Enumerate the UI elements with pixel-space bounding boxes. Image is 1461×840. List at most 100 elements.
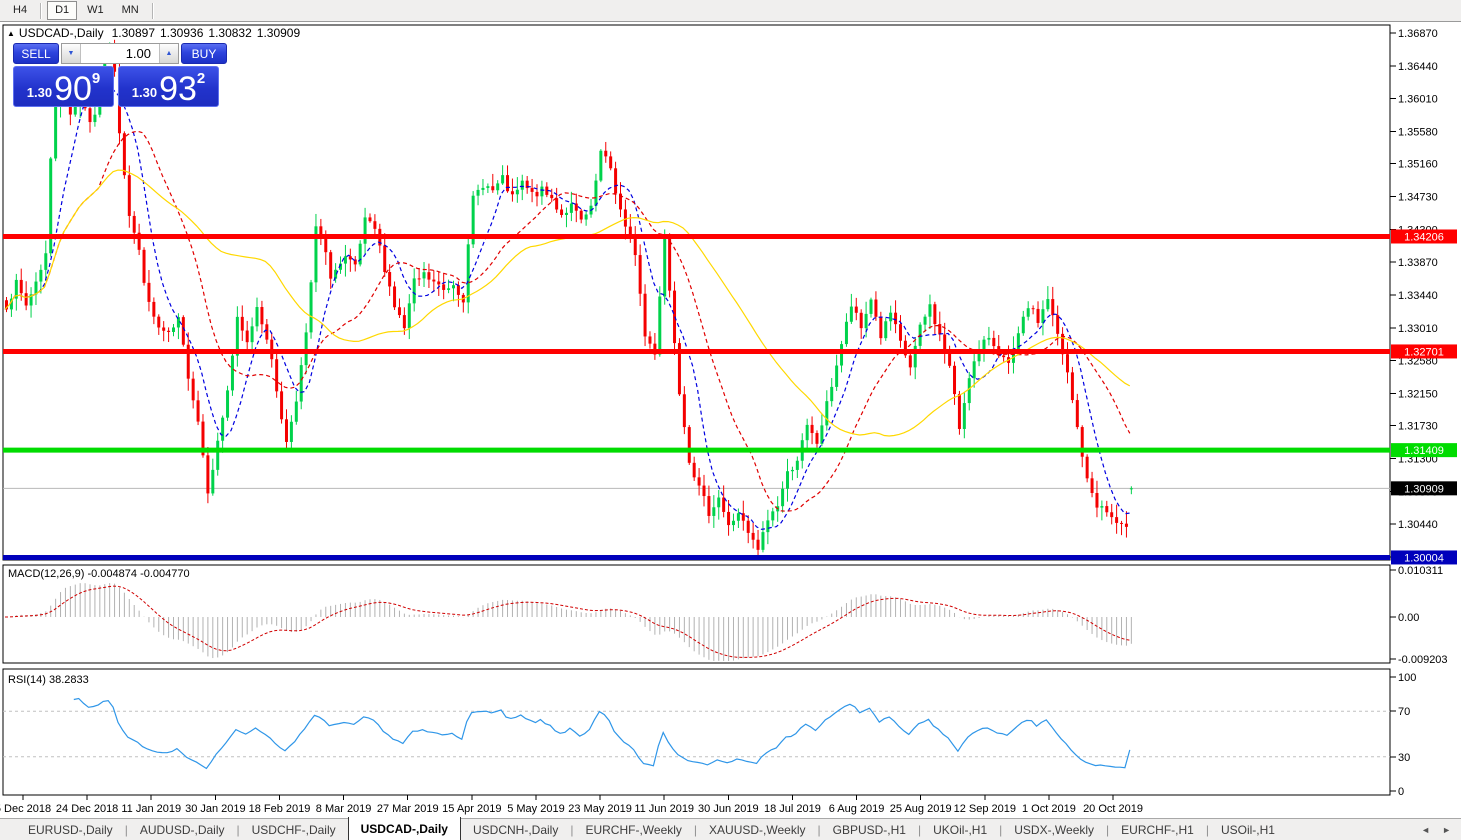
svg-text:1.33440: 1.33440 — [1398, 290, 1438, 302]
svg-text:-0.009203: -0.009203 — [1398, 654, 1448, 666]
symbol-period-label: USDCAD-,Daily — [18, 26, 104, 40]
svg-text:1.30909: 1.30909 — [1404, 483, 1444, 495]
sell-price-prefix: 1.30 — [26, 85, 53, 100]
chart-tab-bar: EURUSD-,Daily | AUDUSD-,Daily | USDCHF-,Dail… — [0, 816, 1461, 840]
tab-scroll-left-button[interactable]: ◄ — [1421, 824, 1431, 835]
svg-text:27 Mar 2019: 27 Mar 2019 — [377, 803, 439, 815]
svg-text:1.30440: 1.30440 — [1398, 519, 1438, 531]
macd-axis: 0.010311 0.00 -0.009203 — [1390, 565, 1448, 666]
svg-text:25 Aug 2019: 25 Aug 2019 — [890, 803, 952, 815]
horizontal-level-lines[interactable] — [3, 233, 1390, 560]
toolbar-separator — [40, 2, 43, 19]
sell-price-pip: 9 — [91, 70, 101, 87]
svg-text:30: 30 — [1398, 752, 1410, 764]
svg-text:1.34730: 1.34730 — [1398, 191, 1438, 203]
svg-text:1.32580: 1.32580 — [1398, 356, 1438, 368]
tab-scroll-arrows: ◄ ► — [1421, 825, 1451, 835]
chart-tab-usdcnh-daily[interactable]: USDCNH-,Daily — [472, 822, 559, 837]
svg-text:1.31409: 1.31409 — [1404, 445, 1444, 457]
svg-text:8 Mar 2019: 8 Mar 2019 — [316, 803, 372, 815]
chart-tab-eurchf-h1[interactable]: EURCHF-,H1 — [1121, 822, 1194, 837]
tab-separator: | — [817, 822, 821, 837]
svg-text:20 Oct 2019: 20 Oct 2019 — [1083, 803, 1143, 815]
svg-text:18 Feb 2019: 18 Feb 2019 — [249, 803, 311, 815]
macd-signal-line — [4, 585, 1130, 658]
tab-separator: | — [917, 822, 922, 837]
timeframe-toolbar: H4 D1 W1 MN — [0, 0, 1461, 22]
timeframe-button-w1[interactable]: W1 — [79, 1, 112, 20]
tab-separator: | — [570, 822, 574, 837]
chart-tab-gbpusd-h1[interactable]: GBPUSD-,H1 — [832, 822, 906, 837]
svg-text:1.32701: 1.32701 — [1404, 346, 1444, 358]
svg-text:30 Jun 2019: 30 Jun 2019 — [698, 803, 759, 815]
svg-text:1.36870: 1.36870 — [1398, 28, 1438, 40]
level-price-labels: 1.34206 1.32701 1.31409 1.30004 1.30909 — [1391, 229, 1457, 565]
svg-text:24 Dec 2018: 24 Dec 2018 — [56, 803, 118, 815]
svg-text:1.35580: 1.35580 — [1398, 127, 1438, 139]
tab-separator: | — [1205, 822, 1209, 837]
chart-tab-eurchf-weekly[interactable]: EURCHF-,Weekly — [585, 822, 682, 837]
rsi-line — [73, 697, 1131, 770]
chart-tab-ukoil-h1[interactable]: UKOil-,H1 — [933, 822, 988, 837]
rsi-indicator-label: RSI(14) 38.2833 — [8, 674, 89, 686]
svg-text:1.33870: 1.33870 — [1398, 257, 1438, 269]
tab-separator: | — [124, 822, 128, 837]
svg-text:18 Jul 2019: 18 Jul 2019 — [764, 803, 821, 815]
timeframe-button-h4[interactable]: H4 — [5, 1, 35, 20]
chart-tab-audusd-daily[interactable]: AUDUSD-,Daily — [139, 822, 225, 837]
sell-price-main: 90 — [54, 70, 92, 108]
macd-indicator-label: MACD(12,26,9) -0.004874 -0.004770 — [8, 568, 190, 580]
chart-tab-usdchf-daily[interactable]: USDCHF-,Daily — [251, 822, 336, 837]
collapse-triangle-icon[interactable]: ▲ — [7, 29, 15, 38]
svg-text:1.36010: 1.36010 — [1398, 94, 1438, 106]
chart-tab-usoil-h1[interactable]: USOil-,H1 — [1220, 822, 1275, 837]
svg-text:11 Jun 2019: 11 Jun 2019 — [634, 803, 694, 815]
candlestick-series — [5, 39, 1133, 557]
chart-ohlc-title: ▲ USDCAD-,Daily 1.30897 1.30936 1.30832 1.309… — [7, 26, 305, 40]
buy-price-pip: 2 — [196, 70, 206, 87]
toolbar-separator — [151, 2, 154, 19]
chart-canvas[interactable]: 1.36870 1.36440 1.36010 1.35580 1.35160 1.347… — [0, 22, 1461, 818]
chart-tab-eurusd-daily[interactable]: EURUSD-,Daily — [28, 822, 113, 837]
timeframe-button-mn[interactable]: MN — [114, 1, 147, 20]
chart-tab-usdx-weekly[interactable]: USDX-,Weekly — [1014, 822, 1095, 837]
svg-text:100: 100 — [1398, 672, 1416, 684]
volume-decrease-button[interactable]: ▼ — [62, 44, 81, 63]
moving-average-line-1 — [4, 88, 1130, 530]
tab-separator: | — [1106, 822, 1110, 837]
svg-text:1.36440: 1.36440 — [1398, 61, 1438, 73]
low-value: 1.30832 — [208, 26, 252, 40]
svg-text:11 Jan 2019: 11 Jan 2019 — [121, 803, 181, 815]
svg-text:0: 0 — [1398, 786, 1404, 798]
timeframe-button-d1[interactable]: D1 — [47, 1, 78, 20]
svg-text:0.010311: 0.010311 — [1398, 565, 1443, 577]
volume-increase-button[interactable]: ▲ — [159, 44, 178, 63]
svg-text:30 Jan 2019: 30 Jan 2019 — [185, 803, 246, 815]
svg-text:1.34206: 1.34206 — [1404, 231, 1444, 243]
svg-text:1 Oct 2019: 1 Oct 2019 — [1022, 803, 1076, 815]
volume-input[interactable] — [81, 44, 159, 63]
svg-text:0.00: 0.00 — [1398, 612, 1419, 624]
sell-price-box[interactable]: 1.30 90 9 — [13, 66, 114, 107]
svg-text:23 May 2019: 23 May 2019 — [568, 803, 632, 815]
svg-text:15 Apr 2019: 15 Apr 2019 — [442, 803, 501, 815]
tab-separator: | — [236, 822, 240, 837]
chart-region: 1.36870 1.36440 1.36010 1.35580 1.35160 1.347… — [0, 22, 1461, 818]
svg-text:1.31730: 1.31730 — [1398, 421, 1438, 433]
sell-button[interactable]: SELL — [13, 43, 59, 64]
buy-price-box[interactable]: 1.30 93 2 — [118, 66, 219, 107]
panel-frames — [2, 24, 1391, 796]
svg-text:1.33010: 1.33010 — [1398, 323, 1438, 335]
svg-text:1.30004: 1.30004 — [1404, 552, 1444, 564]
moving-average-line-2 — [4, 130, 1131, 512]
chart-tab-usdcad-daily[interactable]: USDCAD-,Daily — [347, 816, 461, 840]
high-value: 1.30936 — [160, 26, 204, 40]
open-value: 1.30897 — [111, 26, 155, 40]
chart-tab-xauusd-weekly[interactable]: XAUUSD-,Weekly — [709, 822, 806, 837]
svg-text:1.35160: 1.35160 — [1398, 159, 1438, 171]
buy-price-main: 93 — [159, 70, 197, 108]
buy-button[interactable]: BUY — [181, 43, 227, 64]
tab-scroll-right-button[interactable]: ► — [1442, 824, 1451, 835]
